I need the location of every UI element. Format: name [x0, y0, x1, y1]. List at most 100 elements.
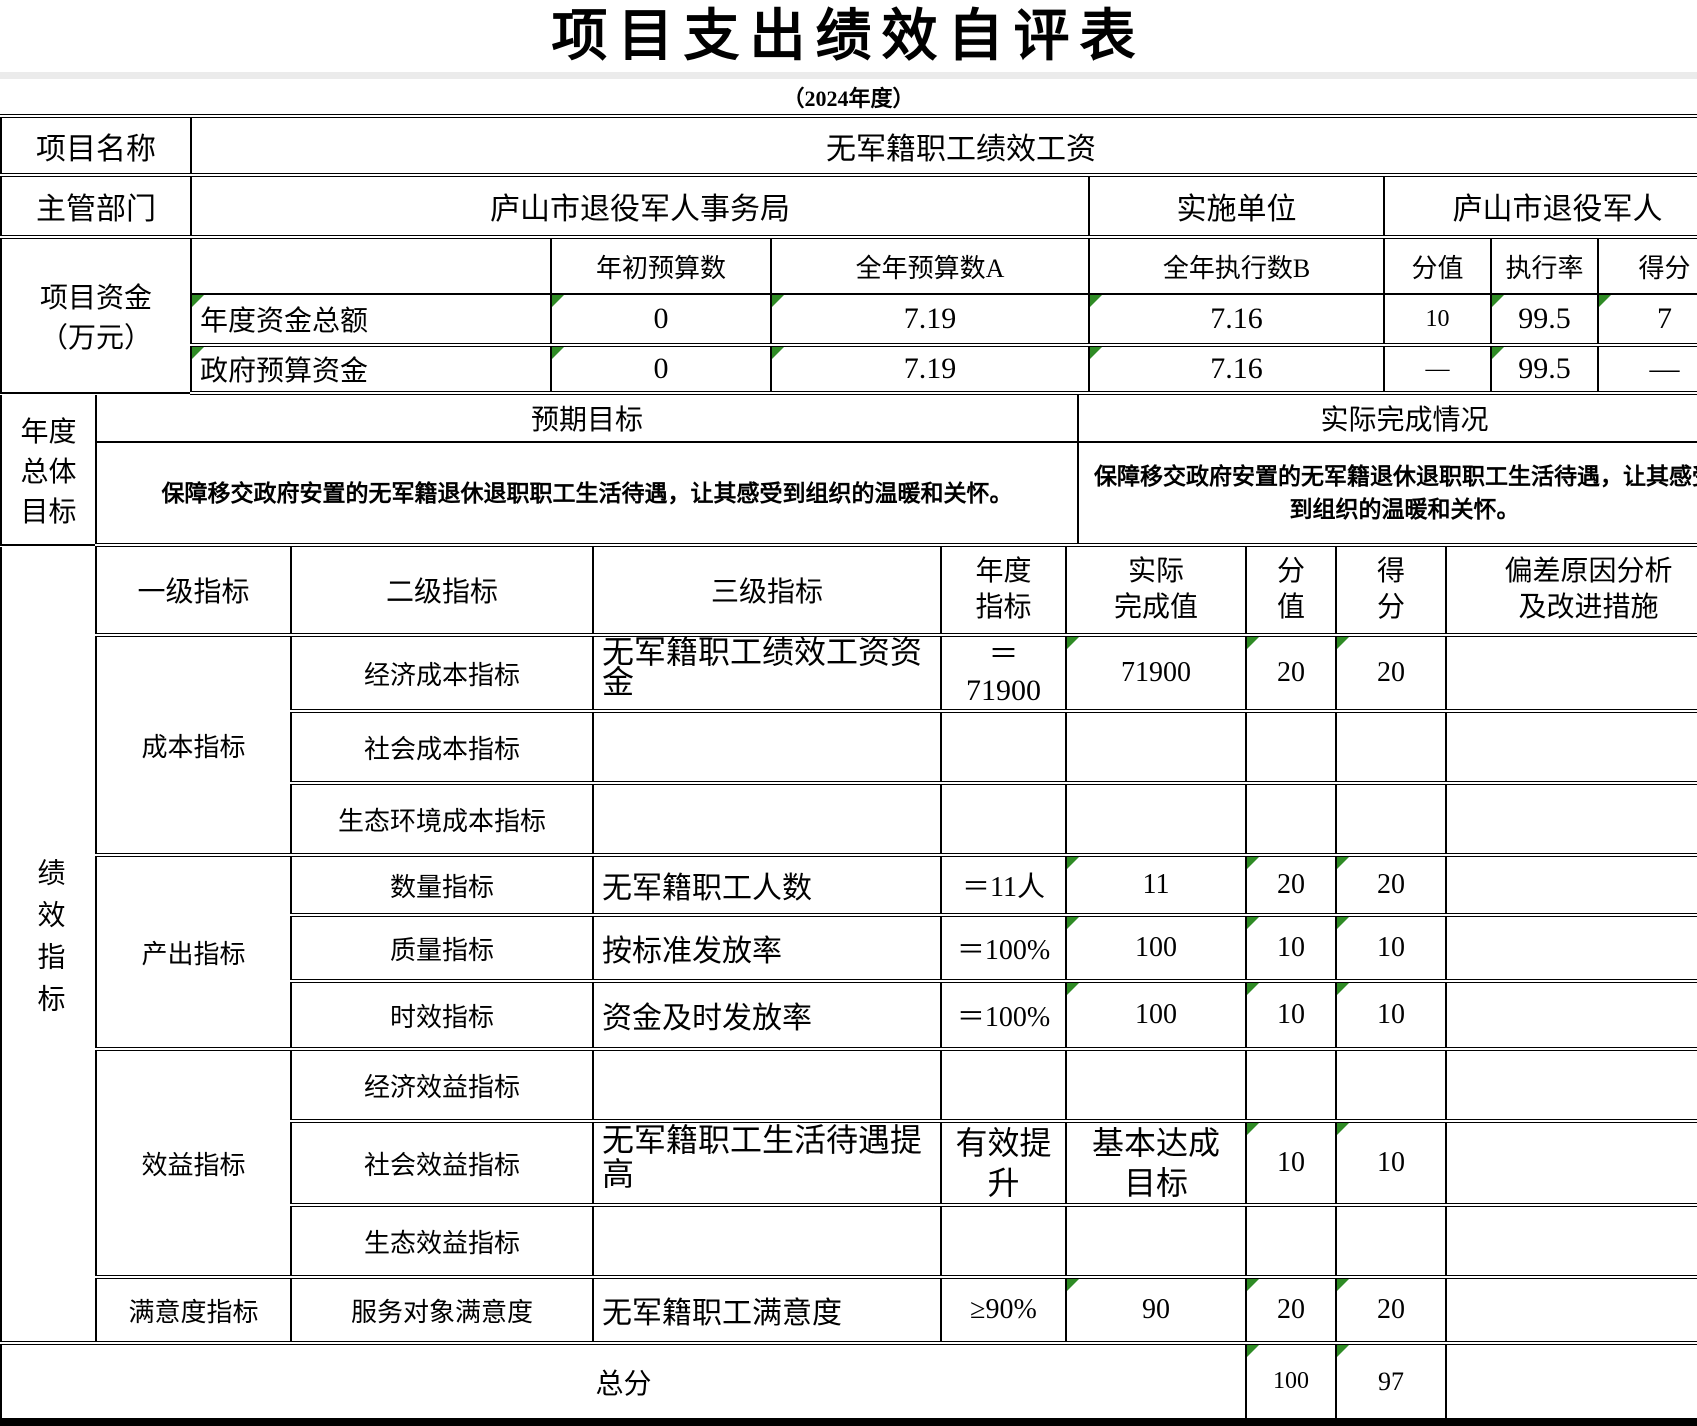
deviation-cell: [1445, 709, 1697, 785]
funds-exec-value: 7.16: [1088, 343, 1385, 395]
cell-flag-icon: [1493, 349, 1504, 359]
funds-row-label: 年度资金总额: [190, 293, 552, 347]
value-cell: [1245, 1047, 1337, 1123]
funds-budget-value: 7.19: [770, 343, 1090, 395]
target-cell: 有效提 升: [940, 1119, 1067, 1207]
cell-flag-icon: [1248, 1281, 1259, 1291]
deviation-cell: [1445, 633, 1697, 713]
divider: [0, 72, 1697, 79]
header-actual: 实际 完成值: [1065, 547, 1247, 637]
target-cell: ＝11人: [940, 853, 1067, 917]
score-cell: 20: [1335, 633, 1447, 713]
annual-goal-table: 年度 总体 目标 预期目标 实际完成情况 保障移交政府安置的无军籍退休退职职工生…: [0, 395, 1697, 547]
level2-cell: 数量指标: [290, 853, 594, 917]
level2-cell: 生态环境成本指标: [290, 781, 594, 857]
cell-flag-icon: [1338, 919, 1349, 929]
level2-cell: 社会效益指标: [290, 1119, 594, 1207]
funds-header-begin: 年初预算数: [550, 239, 772, 295]
level3-cell: [592, 1047, 942, 1123]
score-cell: 20: [1335, 1275, 1447, 1345]
deviation-cell: [1445, 1047, 1697, 1123]
page-header: 项目支出绩效自评表: [0, 0, 1697, 72]
value-cell: [1245, 1203, 1337, 1279]
funds-header-score: 得分: [1597, 239, 1697, 295]
funds-score: —: [1597, 343, 1697, 395]
impl-unit-value: 庐山市退役军人: [1382, 173, 1697, 239]
target-cell: [940, 781, 1067, 857]
funds-header-value: 分值: [1383, 239, 1492, 295]
level2-cell: 时效指标: [290, 979, 594, 1051]
actual-goal-header: 实际完成情况: [1077, 395, 1697, 443]
funds-header-rate: 执行率: [1490, 239, 1599, 295]
dept-value: 庐山市退役军人事务局: [190, 173, 1090, 239]
score-cell: 10: [1335, 913, 1447, 983]
cell-flag-icon: [1338, 1281, 1349, 1291]
value-cell: [1245, 709, 1337, 785]
page-subtitle: （2024年度）: [782, 85, 915, 111]
cell-flag-icon: [1600, 296, 1611, 307]
total-deviation-cell: [1445, 1345, 1697, 1426]
group-satisfaction-label: 满意度指标: [95, 1275, 292, 1345]
cell-flag-icon: [1068, 919, 1079, 929]
cell-flag-icon: [1338, 1125, 1349, 1135]
value-cell: 10: [1245, 979, 1337, 1051]
deviation-cell: [1445, 853, 1697, 917]
score-cell: [1335, 709, 1447, 785]
header-level1: 一级指标: [95, 547, 292, 637]
value-cell: 20: [1245, 1275, 1337, 1345]
funds-rate-value: 99.5: [1490, 343, 1599, 395]
indicators-table: 绩效指标 一级指标 二级指标 三级指标 年度 指标 实际 完成值 分 值 得 分…: [0, 547, 1697, 1345]
funds-score: 7: [1597, 293, 1697, 347]
total-score-table: 总分 100 97: [0, 1345, 1697, 1426]
group-cost-label: 成本指标: [95, 633, 292, 857]
level3-cell: 资金及时发放率: [592, 979, 942, 1051]
cell-flag-icon: [1338, 985, 1349, 995]
target-cell: ＝100%: [940, 913, 1067, 983]
actual-cell: 100: [1065, 979, 1247, 1051]
actual-cell: 基本达成 目标: [1065, 1119, 1247, 1207]
cell-flag-icon: [553, 349, 564, 359]
level3-cell: [592, 709, 942, 785]
total-label: 总分: [0, 1345, 1247, 1426]
deviation-cell: [1445, 781, 1697, 857]
value-cell: 20: [1245, 853, 1337, 917]
cell-flag-icon: [1248, 639, 1259, 649]
target-cell: [940, 709, 1067, 785]
funds-budget-value: 7.19: [770, 293, 1090, 347]
target-cell: [940, 1047, 1067, 1123]
level3-cell: 无军籍职工人数: [592, 853, 942, 917]
total-score-cell: 97: [1335, 1345, 1447, 1426]
group-benefit-label: 效益指标: [95, 1047, 292, 1279]
page-title: 项目支出绩效自评表: [551, 4, 1146, 67]
level3-cell: 无军籍职工生活待遇提 高: [592, 1119, 942, 1207]
group-output-label: 产出指标: [95, 853, 292, 1051]
cell-flag-icon: [1248, 919, 1259, 929]
deviation-cell: [1445, 1203, 1697, 1279]
score-cell: 20: [1335, 853, 1447, 917]
level2-cell: 经济效益指标: [290, 1047, 594, 1123]
funds-blank-cell: [190, 239, 552, 295]
funds-exec-value: 7.16: [1088, 293, 1385, 347]
cell-flag-icon: [1068, 985, 1079, 995]
funds-header-budget: 全年预算数A: [770, 239, 1090, 295]
value-cell: [1245, 781, 1337, 857]
cell-flag-icon: [1248, 1125, 1259, 1135]
header-deviation: 偏差原因分析 及改进措施: [1445, 547, 1697, 637]
target-cell: ≥90%: [940, 1275, 1067, 1345]
score-cell: [1335, 781, 1447, 857]
score-cell: 10: [1335, 1119, 1447, 1207]
level2-cell: 经济成本指标: [290, 633, 594, 713]
actual-cell: [1065, 781, 1247, 857]
level3-cell: 按标准发放率: [592, 913, 942, 983]
score-cell: [1335, 1203, 1447, 1279]
funds-rate-value: 99.5: [1490, 293, 1599, 347]
funds-score-value: 10: [1383, 293, 1492, 347]
deviation-cell: [1445, 1119, 1697, 1207]
dept-label: 主管部门: [0, 173, 192, 239]
actual-cell: [1065, 1203, 1247, 1279]
funds-begin-value: 0: [550, 343, 772, 395]
level2-cell: 服务对象满意度: [290, 1275, 594, 1345]
funds-score-value: —: [1383, 343, 1492, 395]
expected-goal-header: 预期目标: [95, 395, 1079, 443]
level2-cell: 生态效益指标: [290, 1203, 594, 1279]
